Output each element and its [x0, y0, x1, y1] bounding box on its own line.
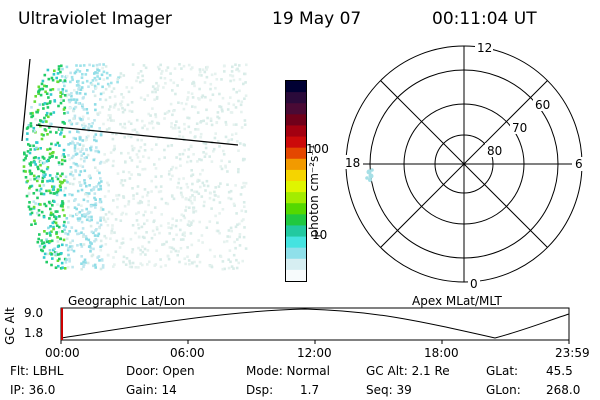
colorbar-tick-100: 100	[306, 142, 329, 156]
colorbar-band	[286, 181, 306, 193]
polar-plot-label: Apex MLat/MLT	[412, 294, 502, 308]
timeline-xtick-0600: 06:00	[170, 346, 205, 360]
colorbar-band	[286, 247, 306, 260]
timeline-ylabel: GC Alt	[3, 307, 17, 345]
colorbar-band	[286, 203, 306, 215]
colorbar-band	[286, 258, 306, 271]
timeline-xtick-1800: 18:00	[424, 346, 459, 360]
polar-diagonal-b	[380, 80, 548, 248]
altitude-timeline	[60, 307, 570, 344]
terminator-line	[35, 124, 239, 146]
glon-value: 268.0	[546, 383, 581, 397]
colorbar-band	[286, 147, 306, 160]
dsp-label: Dsp:	[246, 383, 274, 397]
timeline-ytick-9: 9.0	[24, 306, 44, 320]
gain-info: Gain: 14	[126, 383, 177, 397]
dsp-value: 1.7	[300, 383, 320, 397]
mlt-label-12: 12	[477, 41, 492, 55]
timeline-xtick-1200: 12:00	[297, 346, 332, 360]
glat-value: 45.5	[546, 364, 573, 378]
colorbar-band	[286, 136, 306, 149]
altitude-curve	[60, 308, 570, 339]
timeline-ytick-1.8: 1.8	[24, 326, 44, 340]
mode-info: Mode: Normal	[246, 364, 330, 378]
mlt-label-6: 6	[575, 157, 583, 171]
colorbar-band	[286, 125, 306, 138]
colorbar-band	[286, 192, 306, 204]
auroral-emission-dots	[22, 63, 248, 271]
colorbar-band	[286, 103, 306, 115]
mlt-label-18: 18	[345, 156, 360, 170]
earth-image-label: Geographic Lat/Lon	[68, 294, 186, 308]
ip-info: IP: 36.0	[10, 383, 56, 397]
limb-line	[21, 58, 31, 142]
time-label: 00:11:04 UT	[432, 9, 537, 29]
colorbar-band	[286, 169, 306, 182]
timeline-xtick-2359: 23:59	[555, 346, 590, 360]
seq-info: Seq: 39	[366, 383, 412, 397]
colorbar-band	[286, 92, 306, 104]
colorbar-unit-label: photon cm⁻²s⁻¹	[307, 144, 321, 238]
timeline-xtick-0000: 00:00	[45, 346, 80, 360]
door-info: Door: Open	[126, 364, 195, 378]
colorbar-band	[286, 214, 306, 226]
earth-image	[21, 58, 248, 271]
timeline-frame	[60, 307, 570, 341]
colorbar-band	[286, 225, 306, 238]
colorbar-band	[286, 236, 306, 249]
colorbar-gradient	[286, 81, 306, 282]
instrument-title: Ultraviolet Imager	[18, 9, 172, 29]
mlt-label-0: 0	[470, 277, 478, 290]
filter-info: Flt: LBHL	[10, 364, 64, 378]
glat-label: GLat:	[486, 364, 519, 378]
colorbar-band	[286, 269, 306, 282]
polar-emission-patch	[365, 168, 374, 182]
colorbar	[285, 80, 307, 282]
colorbar-band	[286, 158, 306, 171]
colorbar-band	[286, 81, 306, 93]
colorbar-tick-10: 10	[312, 228, 328, 242]
gc-alt-info: GC Alt: 2.1 Re	[366, 364, 450, 378]
glon-label: GLon:	[486, 383, 521, 397]
lat-label-80: 80	[487, 144, 502, 158]
colorbar-band	[286, 114, 306, 126]
lat-label-60: 60	[535, 98, 550, 112]
date-label: 19 May 07	[272, 9, 362, 29]
lat-label-70: 70	[512, 121, 527, 135]
polar-plot: 12 6 0 18 60 70 80	[343, 40, 584, 290]
